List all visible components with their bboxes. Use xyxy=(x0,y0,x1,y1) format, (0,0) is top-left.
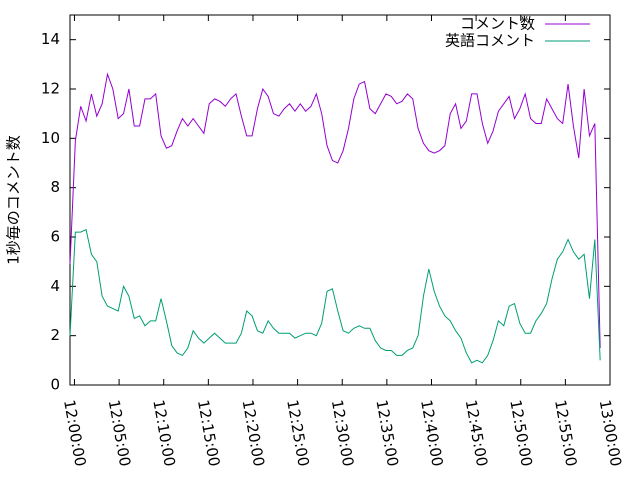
y-tick-label: 10 xyxy=(41,129,60,147)
y-tick-label: 2 xyxy=(50,326,60,344)
series-line xyxy=(69,228,601,364)
y-tick-label: 6 xyxy=(50,228,60,246)
x-tick-label: 12:50:00 xyxy=(506,398,535,467)
x-tick-label: 12:55:00 xyxy=(551,398,580,467)
x-tick-label: 12:10:00 xyxy=(149,398,178,467)
x-tick-label: 12:20:00 xyxy=(239,398,268,467)
y-tick-label: 4 xyxy=(50,277,60,295)
series-line xyxy=(69,72,601,349)
x-tick-label: 12:15:00 xyxy=(194,398,223,467)
x-tick-label: 12:45:00 xyxy=(462,398,491,467)
y-axis-label: 1秒毎のコメント数 xyxy=(5,135,23,265)
y-tick-label: 12 xyxy=(41,80,60,98)
x-tick-label: 12:00:00 xyxy=(60,398,89,467)
plot-frame xyxy=(69,14,611,386)
y-tick-label: 8 xyxy=(50,178,60,196)
legend-label: コメント数 xyxy=(460,15,535,33)
y-tick-label: 14 xyxy=(41,30,60,48)
y-tick-label: 0 xyxy=(50,376,60,394)
legend-label: 英語コメント xyxy=(445,32,535,50)
x-tick-label: 12:05:00 xyxy=(105,398,134,467)
x-tick-label: 12:25:00 xyxy=(283,398,312,467)
x-tick-label: 12:30:00 xyxy=(328,398,357,467)
x-tick-label: 12:40:00 xyxy=(417,398,446,467)
x-tick-label: 12:35:00 xyxy=(372,398,401,467)
x-tick-label: 13:00:00 xyxy=(596,398,625,467)
